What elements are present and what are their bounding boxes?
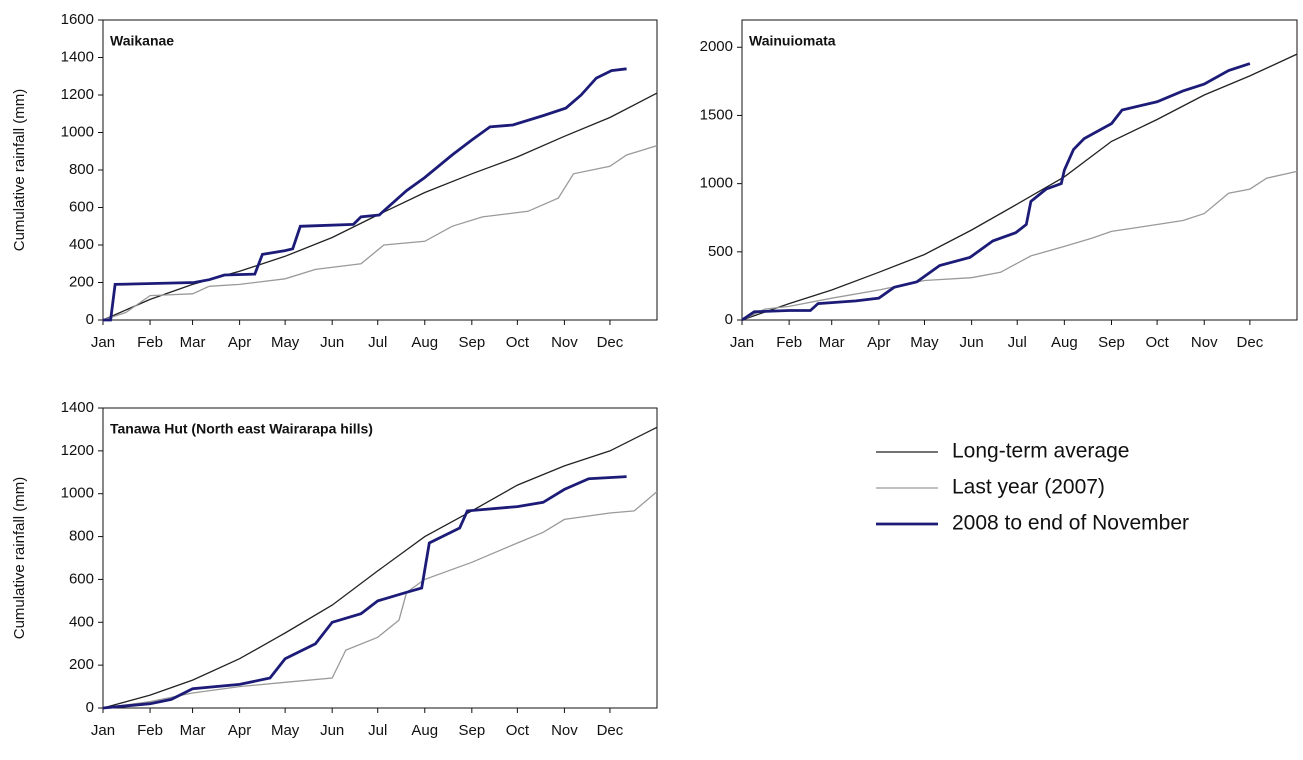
legend-label: 2008 to end of November [952, 512, 1189, 535]
y-tick-label: 600 [69, 570, 94, 587]
y-axis-label: Cumulative rainfall (mm) [11, 89, 28, 252]
y-tick-label: 1200 [61, 86, 94, 103]
chart-title: Wainuiomata [749, 33, 836, 49]
series-line [741, 170, 1298, 321]
x-tick-label: Nov [551, 334, 578, 351]
x-tick-label: Nov [551, 722, 578, 739]
series-line [741, 62, 1251, 322]
series-line [102, 144, 658, 321]
series-line [102, 491, 658, 709]
y-tick-label: 0 [86, 699, 94, 716]
x-tick-label: May [271, 334, 300, 351]
series-line [102, 475, 627, 710]
x-tick-label: Apr [867, 334, 890, 351]
x-tick-label: Jan [91, 334, 115, 351]
y-tick-label: 1400 [61, 48, 94, 65]
x-tick-label: Jul [368, 334, 387, 351]
x-tick-label: May [910, 334, 939, 351]
x-tick-label: Oct [1145, 334, 1169, 351]
x-tick-label: Jun [960, 334, 984, 351]
plot-frame [102, 407, 658, 709]
y-tick-label: 200 [69, 273, 94, 290]
x-tick-label: Oct [506, 334, 530, 351]
x-tick-label: Mar [819, 334, 845, 351]
y-tick-label: 1000 [61, 485, 94, 502]
x-tick-label: Jul [1008, 334, 1027, 351]
x-tick-label: Dec [597, 334, 624, 351]
x-tick-label: Apr [228, 334, 251, 351]
x-tick-label: Jan [730, 334, 754, 351]
y-tick-label: 1500 [700, 106, 733, 123]
plot-frame [102, 19, 658, 321]
y-tick-label: 200 [69, 656, 94, 673]
x-tick-label: May [271, 722, 300, 739]
y-tick-label: 800 [69, 528, 94, 545]
plot-frame [741, 19, 1298, 321]
y-tick-label: 1000 [61, 123, 94, 140]
x-tick-label: Mar [180, 334, 206, 351]
y-tick-label: 400 [69, 613, 94, 630]
x-tick-label: Dec [1237, 334, 1264, 351]
series-line [741, 53, 1298, 321]
x-tick-label: Feb [137, 722, 163, 739]
y-tick-label: 400 [69, 236, 94, 253]
x-tick-label: Jun [320, 334, 344, 351]
x-tick-label: Sep [458, 722, 485, 739]
series-line [103, 67, 627, 322]
y-tick-label: 1400 [61, 399, 94, 416]
y-tick-label: 1200 [61, 442, 94, 459]
y-tick-label: 0 [86, 311, 94, 328]
x-tick-label: Apr [228, 722, 251, 739]
series-line [102, 426, 658, 709]
x-tick-label: Jan [91, 722, 115, 739]
chart-title: Waikanae [110, 33, 174, 49]
x-tick-label: Oct [506, 722, 530, 739]
legend-label: Last year (2007) [952, 476, 1105, 499]
y-tick-label: 1600 [61, 11, 94, 28]
x-tick-label: Aug [411, 722, 438, 739]
y-tick-label: 1000 [700, 175, 733, 192]
legend-label: Long-term average [952, 440, 1129, 463]
y-tick-label: 600 [69, 198, 94, 215]
x-tick-label: Sep [458, 334, 485, 351]
x-tick-label: Jun [320, 722, 344, 739]
y-tick-label: 800 [69, 161, 94, 178]
y-tick-label: 500 [708, 243, 733, 260]
series-line [102, 92, 658, 321]
x-tick-label: Aug [411, 334, 438, 351]
y-tick-label: 0 [725, 311, 733, 328]
y-axis-label: Cumulative rainfall (mm) [11, 477, 28, 640]
x-tick-label: Jul [368, 722, 387, 739]
x-tick-label: Sep [1098, 334, 1125, 351]
x-tick-label: Aug [1051, 334, 1078, 351]
x-tick-label: Feb [137, 334, 163, 351]
chart-title: Tanawa Hut (North east Wairarapa hills) [110, 421, 373, 437]
y-tick-label: 2000 [700, 38, 733, 55]
x-tick-label: Nov [1191, 334, 1218, 351]
x-tick-label: Feb [776, 334, 802, 351]
x-tick-label: Dec [597, 722, 624, 739]
x-tick-label: Mar [180, 722, 206, 739]
